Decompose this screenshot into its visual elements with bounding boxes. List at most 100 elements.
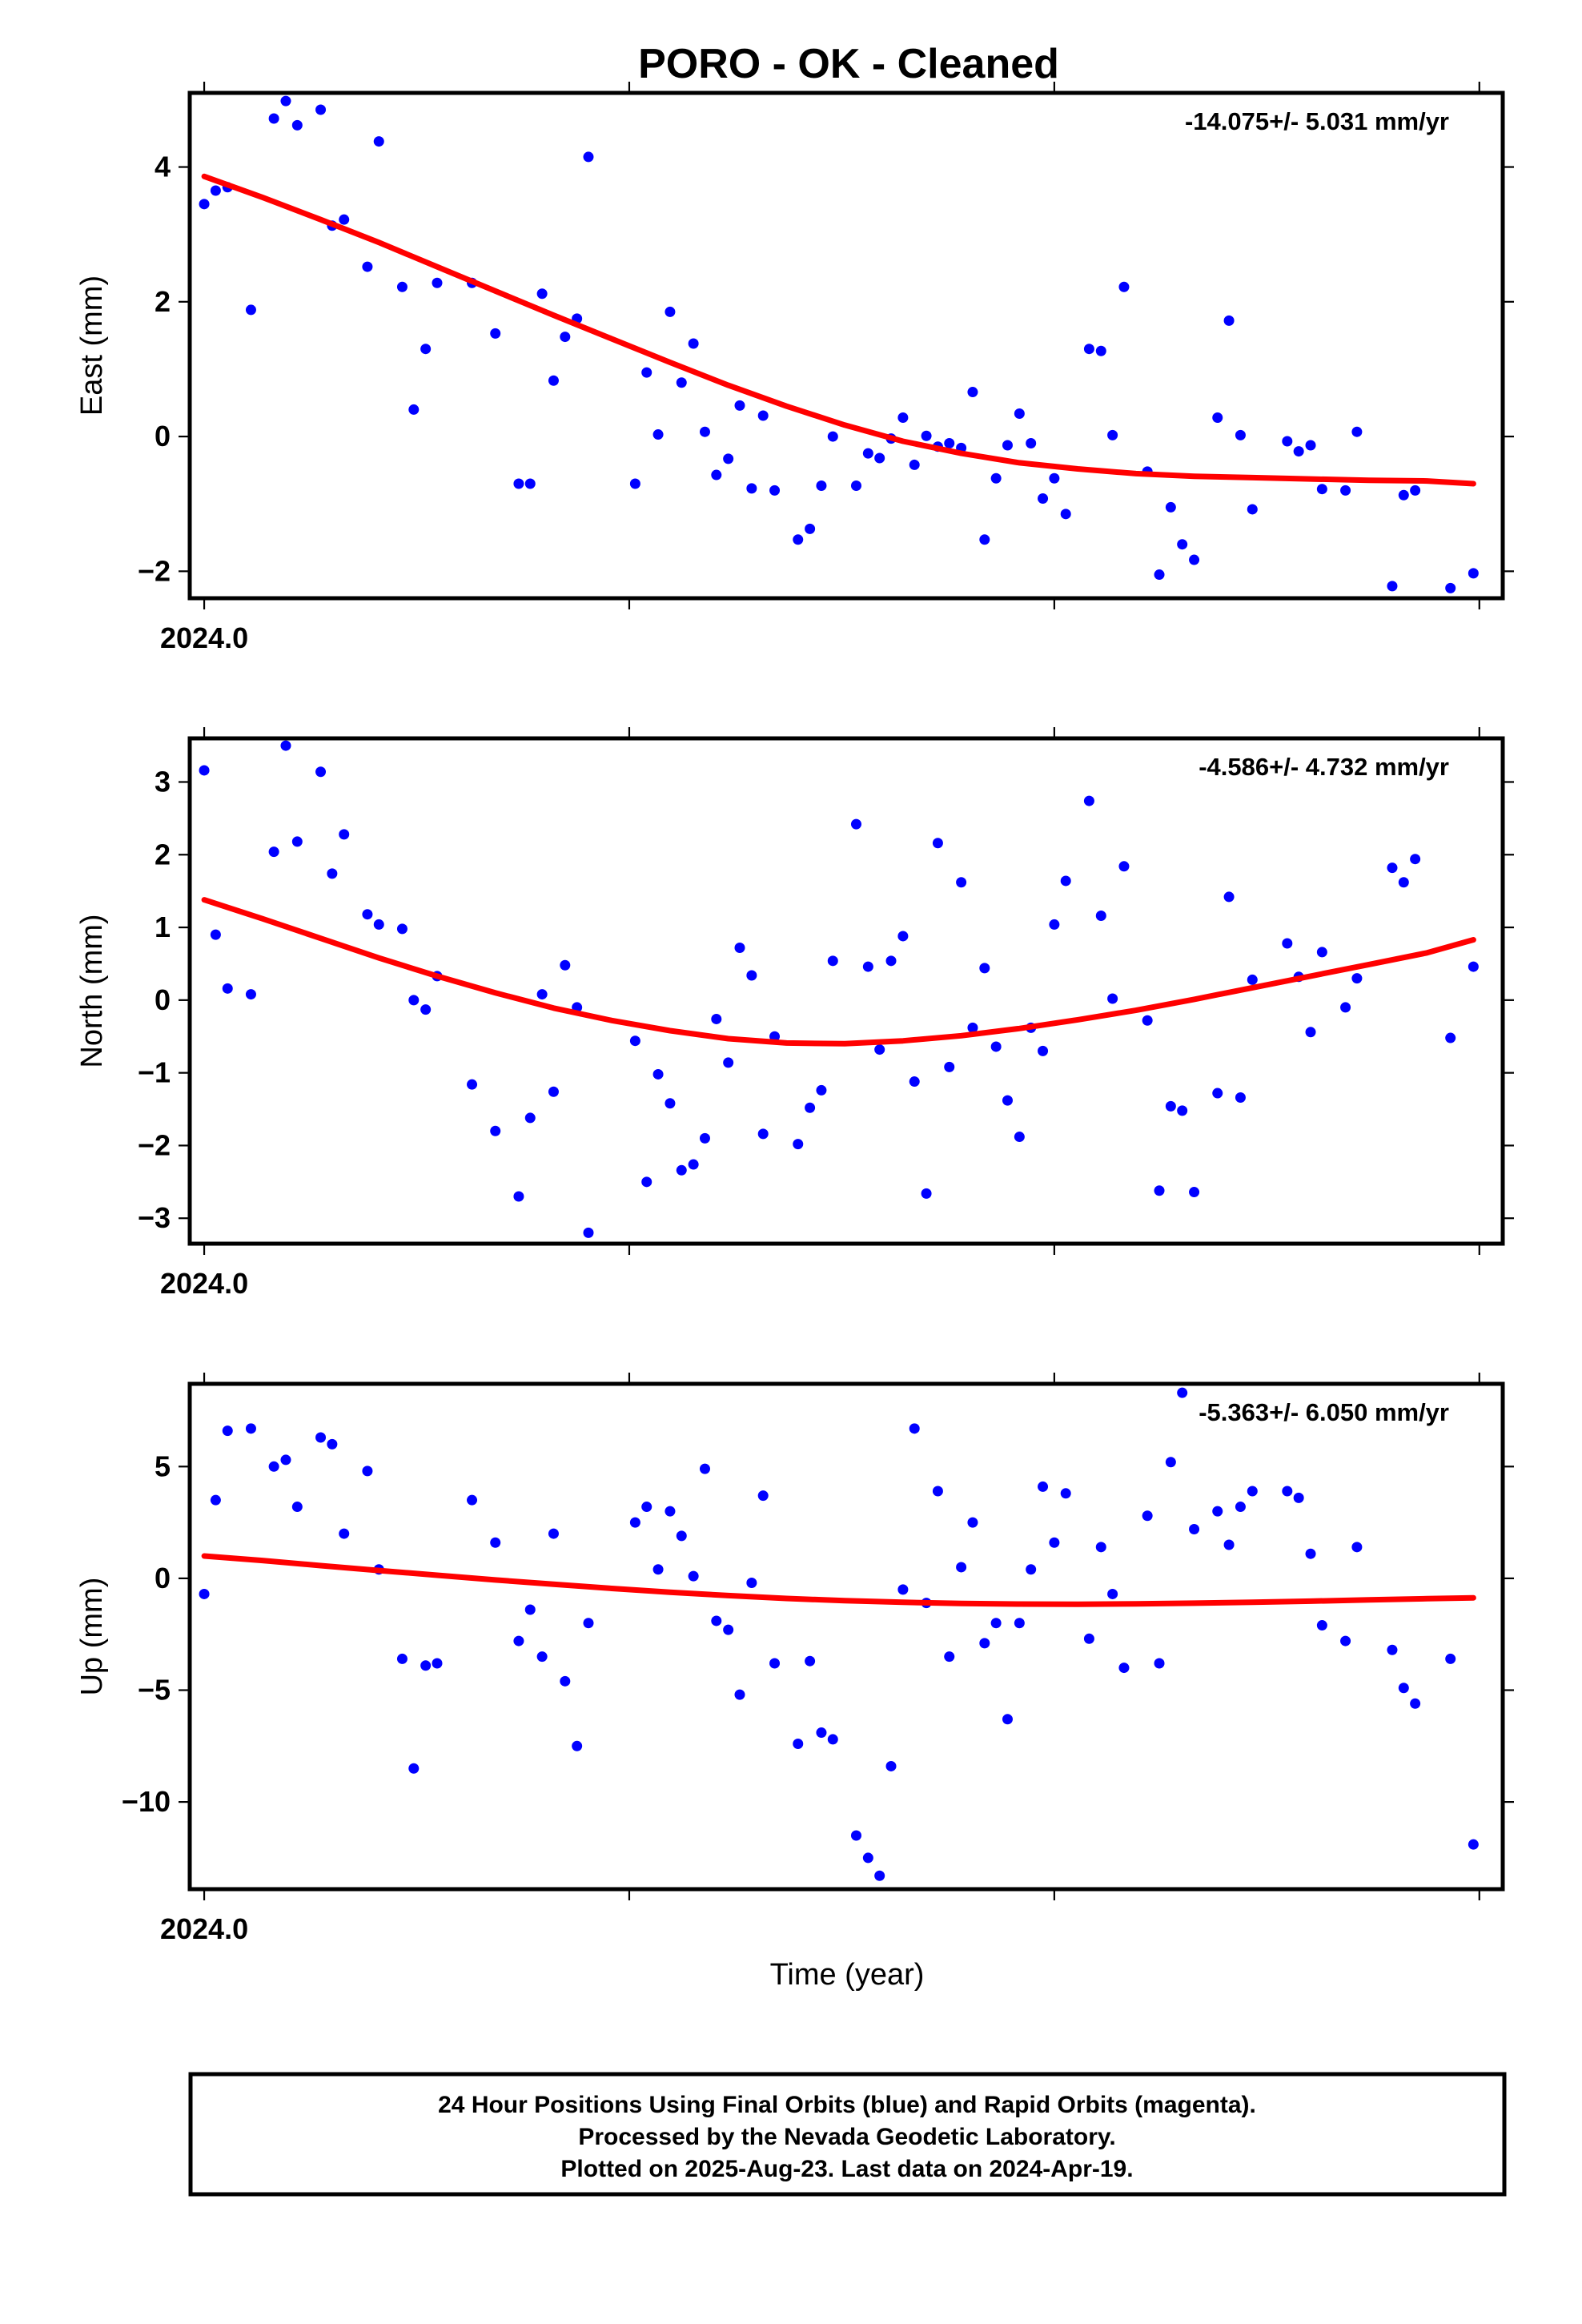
up-data-point: [757, 1490, 769, 1502]
up-data-point: [1177, 1387, 1188, 1398]
up-data-point: [268, 1461, 279, 1472]
east-data-point: [1177, 539, 1188, 550]
east-data-point: [874, 452, 885, 464]
up-data-point: [652, 1564, 664, 1575]
up-rate-label: -5.363+/- 6.050 mm/yr: [1199, 1398, 1449, 1426]
north-y-tick-label: 2: [155, 838, 171, 870]
north-data-point: [210, 929, 221, 940]
up-data-point: [1002, 1714, 1013, 1725]
up-data-point: [805, 1655, 816, 1667]
north-data-point: [967, 1022, 978, 1033]
up-data-point: [850, 1830, 861, 1841]
north-data-point: [1049, 919, 1060, 930]
north-data-point: [688, 1159, 699, 1170]
north-data-point: [734, 942, 745, 953]
north-data-point: [850, 818, 861, 830]
north-panel: 2024.0 −3 −2 −1 0 1 2 3 North (mm) -4.586+/- 4.73…: [75, 727, 1514, 1300]
up-fit-line: [201, 1553, 1476, 1607]
north-data-point: [268, 846, 279, 858]
up-data-point: [536, 1651, 548, 1663]
east-data-point: [524, 478, 536, 489]
up-data-point: [490, 1537, 501, 1548]
north-data-point: [1235, 1092, 1246, 1104]
east-data-point: [1165, 501, 1176, 513]
east-data-point: [1235, 429, 1246, 440]
north-y-tick-label: 3: [155, 765, 171, 798]
north-data-point: [1468, 961, 1479, 972]
east-y-tick-label: −2: [138, 554, 171, 587]
east-data-point: [1060, 509, 1071, 520]
up-data-point: [280, 1454, 291, 1466]
up-data-point: [746, 1577, 757, 1588]
east-data-point: [1387, 581, 1398, 592]
north-data-point: [1118, 861, 1130, 872]
north-data-point: [1398, 877, 1409, 888]
east-data-point: [560, 332, 571, 343]
east-data-point: [1154, 569, 1165, 581]
up-data-point: [572, 1740, 583, 1751]
north-data-point: [944, 1061, 955, 1072]
north-rate-label: -4.586+/- 4.732 mm/yr: [1199, 753, 1449, 781]
north-data-point: [805, 1102, 816, 1113]
north-data-point: [641, 1176, 652, 1188]
up-data-point: [1468, 1839, 1479, 1850]
east-data-point: [1351, 426, 1363, 437]
north-data-point: [1340, 1002, 1351, 1013]
north-data-point: [1316, 947, 1327, 958]
east-data-point: [548, 375, 559, 386]
up-data-point: [420, 1660, 432, 1671]
east-fit-line: [201, 173, 1476, 487]
up-data-point: [1340, 1635, 1351, 1647]
north-data-point: [897, 931, 909, 942]
north-data-point: [757, 1128, 769, 1140]
east-data-point: [1095, 345, 1106, 356]
north-data-point: [524, 1112, 536, 1124]
north-data-point: [1212, 1088, 1223, 1099]
north-data-point: [909, 1076, 920, 1088]
north-data-point: [723, 1057, 734, 1068]
north-data-point: [327, 868, 338, 879]
up-data-point: [641, 1502, 652, 1513]
east-data-point: [1212, 412, 1223, 424]
east-x-tick-label: 2024.0: [160, 621, 248, 654]
north-data-point: [885, 955, 897, 967]
up-data-point: [222, 1425, 233, 1437]
east-rate-label: -14.075+/- 5.031 mm/yr: [1185, 107, 1449, 135]
up-data-point: [245, 1423, 256, 1434]
north-data-point: [862, 961, 873, 972]
east-panel: 2024.0 −2 0 2 4 East (mm) -14.075+/- 5.031 mm/…: [75, 82, 1514, 654]
east-data-point: [1049, 472, 1060, 484]
north-data-point: [1060, 875, 1071, 887]
north-data-point: [746, 970, 757, 981]
east-data-point: [536, 288, 548, 300]
up-data-point: [1387, 1644, 1398, 1655]
up-data-point: [327, 1438, 338, 1449]
up-data-point: [1235, 1502, 1246, 1513]
up-data-point: [1410, 1698, 1421, 1709]
east-data-point: [291, 119, 303, 131]
north-data-point: [362, 909, 373, 920]
north-data-point: [420, 1004, 432, 1015]
east-data-point: [967, 387, 978, 398]
up-data-point: [1282, 1486, 1293, 1497]
north-data-point: [874, 1044, 885, 1055]
north-data-point: [560, 959, 571, 971]
north-data-point: [1154, 1185, 1165, 1196]
north-fit-line: [201, 897, 1476, 1047]
east-data-point: [280, 95, 291, 107]
east-data-point: [396, 281, 408, 292]
up-data-point: [1398, 1683, 1409, 1694]
east-data-point: [1305, 440, 1316, 451]
up-data-point: [1293, 1492, 1304, 1503]
east-data-point: [769, 485, 781, 496]
east-data-point: [432, 277, 443, 288]
north-data-point: [513, 1191, 524, 1202]
east-data-point: [1398, 489, 1409, 501]
up-data-point: [315, 1432, 327, 1443]
north-data-point: [665, 1098, 676, 1109]
east-data-point: [339, 214, 350, 225]
up-y-tick-label: 5: [155, 1449, 171, 1482]
up-data-point: [665, 1506, 676, 1517]
north-data-point: [245, 989, 256, 1000]
